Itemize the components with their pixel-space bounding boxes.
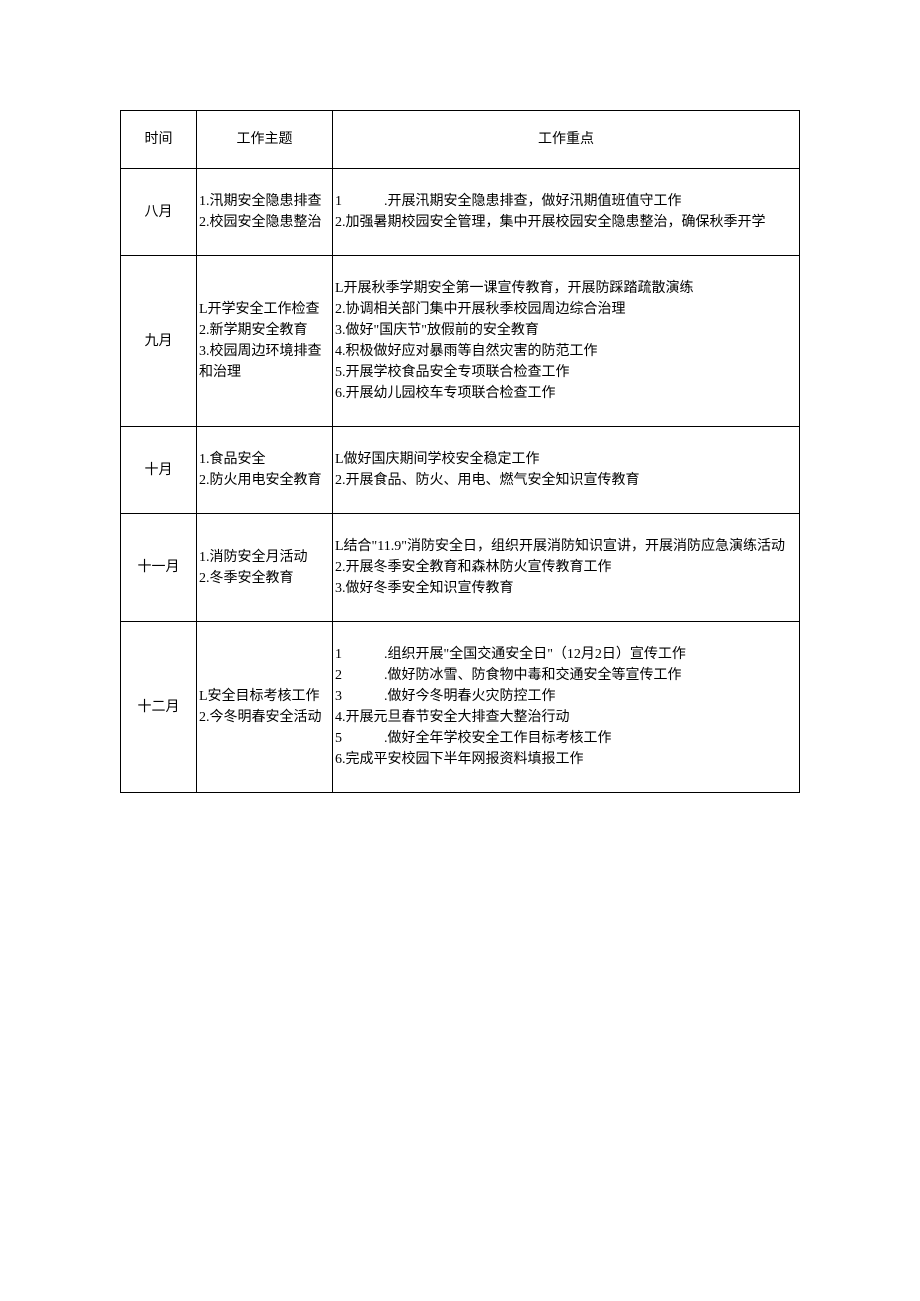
cell-focus: L开展秋季学期安全第一课宣传教育，开展防踩踏疏散演练2.协调相关部门集中开展秋季…	[333, 256, 800, 427]
cell-theme: 1.食品安全2.防火用电安全教育	[197, 427, 333, 514]
table-body: 八月 1.汛期安全隐患排查2.校园安全隐患整治 1 .开展汛期安全隐患排查，做好…	[121, 169, 800, 793]
cell-focus: 1 .开展汛期安全隐患排查，做好汛期值班值守工作2.加强暑期校园安全管理，集中开…	[333, 169, 800, 256]
table-header-row: 时间 工作主题 工作重点	[121, 111, 800, 169]
cell-time: 十二月	[121, 622, 197, 793]
cell-theme: L安全目标考核工作2.今冬明春安全活动	[197, 622, 333, 793]
header-theme: 工作主题	[197, 111, 333, 169]
cell-time: 十一月	[121, 514, 197, 622]
document-page: 时间 工作主题 工作重点 八月 1.汛期安全隐患排查2.校园安全隐患整治 1 .…	[0, 0, 920, 1301]
cell-focus: L做好国庆期间学校安全稳定工作2.开展食品、防火、用电、燃气安全知识宣传教育	[333, 427, 800, 514]
cell-theme: 1.汛期安全隐患排查2.校园安全隐患整治	[197, 169, 333, 256]
cell-focus: L结合"11.9"消防安全日，组织开展消防知识宣讲，开展消防应急演练活动2.开展…	[333, 514, 800, 622]
table-row: 十一月 1.消防安全月活动2.冬季安全教育 L结合"11.9"消防安全日，组织开…	[121, 514, 800, 622]
cell-time: 十月	[121, 427, 197, 514]
schedule-table: 时间 工作主题 工作重点 八月 1.汛期安全隐患排查2.校园安全隐患整治 1 .…	[120, 110, 800, 793]
header-focus: 工作重点	[333, 111, 800, 169]
cell-time: 八月	[121, 169, 197, 256]
table-row: 八月 1.汛期安全隐患排查2.校园安全隐患整治 1 .开展汛期安全隐患排查，做好…	[121, 169, 800, 256]
cell-focus: 1 .组织开展"全国交通安全日"（12月2日）宣传工作2 .做好防冰雪、防食物中…	[333, 622, 800, 793]
cell-time: 九月	[121, 256, 197, 427]
cell-theme: L开学安全工作检查2.新学期安全教育3.校园周边环境排查和治理	[197, 256, 333, 427]
header-time: 时间	[121, 111, 197, 169]
table-row: 十月 1.食品安全2.防火用电安全教育 L做好国庆期间学校安全稳定工作2.开展食…	[121, 427, 800, 514]
table-row: 十二月 L安全目标考核工作2.今冬明春安全活动 1 .组织开展"全国交通安全日"…	[121, 622, 800, 793]
cell-theme: 1.消防安全月活动2.冬季安全教育	[197, 514, 333, 622]
table-row: 九月 L开学安全工作检查2.新学期安全教育3.校园周边环境排查和治理 L开展秋季…	[121, 256, 800, 427]
